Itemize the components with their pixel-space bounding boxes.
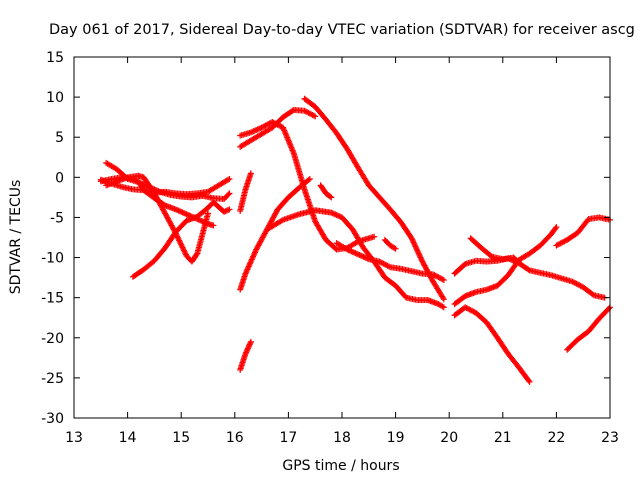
- x-tick-label: 18: [333, 430, 351, 446]
- x-tick-label: 21: [494, 430, 512, 446]
- series-track-18: [451, 224, 560, 308]
- y-axis-label: SDTVAR / TECUs: [8, 180, 24, 295]
- x-axis-label: GPS time / hours: [282, 458, 399, 474]
- series-track-11: [263, 207, 447, 311]
- x-tick-label: 19: [387, 430, 405, 446]
- plot-area: [97, 95, 613, 385]
- y-tick-label: -10: [41, 251, 64, 267]
- series-track-10: [237, 118, 378, 253]
- series-track-12: [317, 182, 335, 201]
- series-track-6: [237, 170, 254, 215]
- plot-frame: [73, 56, 611, 419]
- y-tick-label: 0: [55, 170, 64, 186]
- x-tick-label: 17: [279, 430, 297, 446]
- x-tick-label: 14: [119, 430, 137, 446]
- series-track-7: [237, 338, 254, 373]
- series-track-20: [553, 214, 613, 249]
- x-tick-label: 16: [226, 430, 244, 446]
- series-track-5: [129, 199, 233, 280]
- series-track-15: [381, 236, 399, 252]
- chart-title: Day 061 of 2017, Sidereal Day-to-day VTE…: [49, 22, 635, 38]
- series-track-9: [237, 106, 319, 150]
- x-tick-label: 13: [65, 430, 83, 446]
- x-tick-label: 15: [172, 430, 190, 446]
- series-track-19: [467, 235, 522, 266]
- x-tick-label: 20: [440, 430, 458, 446]
- x-tick-label: 22: [547, 430, 565, 446]
- series-track-4: [97, 174, 217, 229]
- series-track-14: [333, 240, 447, 284]
- y-tick-label: -15: [41, 291, 64, 307]
- series-track-16: [451, 304, 533, 385]
- y-tick-label: 5: [55, 130, 64, 146]
- y-tick-label: 10: [46, 90, 64, 106]
- y-tick-label: 15: [46, 50, 64, 66]
- x-tick-label: 23: [601, 430, 619, 446]
- y-tick-label: -20: [41, 331, 64, 347]
- y-tick-label: -5: [50, 210, 64, 226]
- y-axis: -30 -25 -20 -15 -10 -5 0 5 10 15: [41, 50, 610, 427]
- y-tick-label: -25: [41, 371, 64, 387]
- x-axis: 13 14 15 16 17 18 19 20 21 22 23: [65, 57, 619, 446]
- series-track-21: [564, 304, 613, 353]
- y-tick-label: -30: [41, 411, 64, 427]
- series-track-8: [237, 175, 313, 293]
